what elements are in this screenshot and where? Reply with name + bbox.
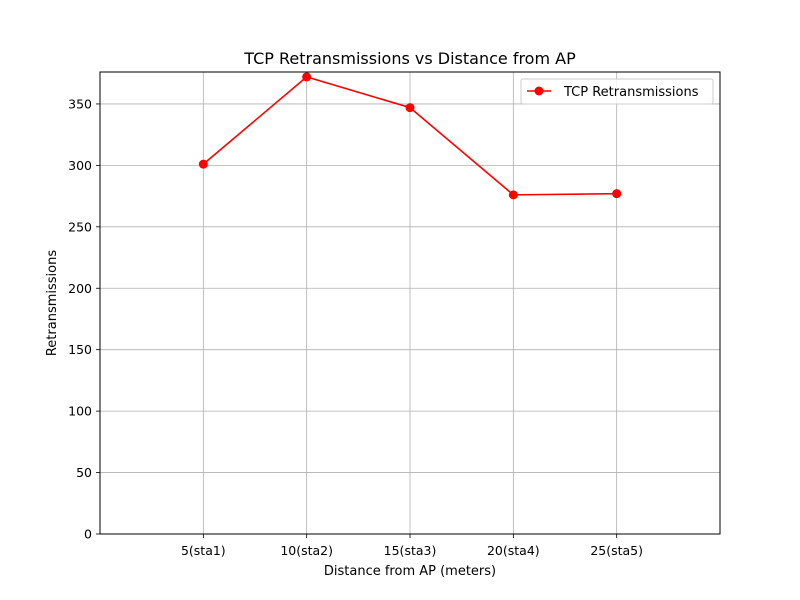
x-tick-label: 5(sta1) bbox=[181, 543, 226, 558]
legend-marker bbox=[534, 86, 544, 96]
y-tick-label: 150 bbox=[68, 342, 92, 357]
data-point bbox=[302, 72, 312, 82]
y-tick-label: 200 bbox=[68, 281, 92, 296]
y-tick-label: 300 bbox=[68, 158, 92, 173]
series-layer bbox=[198, 72, 622, 200]
x-tick-label: 10(sta2) bbox=[280, 543, 333, 558]
data-point bbox=[198, 159, 208, 169]
y-tick-label: 250 bbox=[68, 219, 92, 234]
legend-label: TCP Retransmissions bbox=[563, 85, 699, 100]
grid bbox=[100, 72, 720, 535]
y-tick-label: 350 bbox=[68, 96, 92, 111]
chart-title: TCP Retransmissions vs Distance from AP bbox=[243, 49, 576, 68]
x-tick-label: 25(sta5) bbox=[590, 543, 643, 558]
data-point bbox=[612, 189, 622, 199]
x-tick-label: 20(sta4) bbox=[487, 543, 540, 558]
legend-box bbox=[520, 78, 714, 105]
ticks: 5(sta1) 10(sta2) 15(sta3) 20(sta4) 25(sta5) 0… bbox=[68, 96, 643, 558]
legend: TCP Retransmissions bbox=[520, 78, 714, 105]
x-axis-label: Distance from AP (meters) bbox=[324, 564, 496, 579]
y-tick-label: 0 bbox=[84, 527, 92, 542]
y-tick-label: 50 bbox=[76, 465, 92, 480]
data-point bbox=[508, 190, 518, 200]
y-tick-label: 100 bbox=[68, 404, 92, 419]
x-tick-label: 15(sta3) bbox=[384, 543, 437, 558]
data-point bbox=[405, 103, 415, 113]
y-axis-label: Retransmissions bbox=[45, 250, 60, 356]
